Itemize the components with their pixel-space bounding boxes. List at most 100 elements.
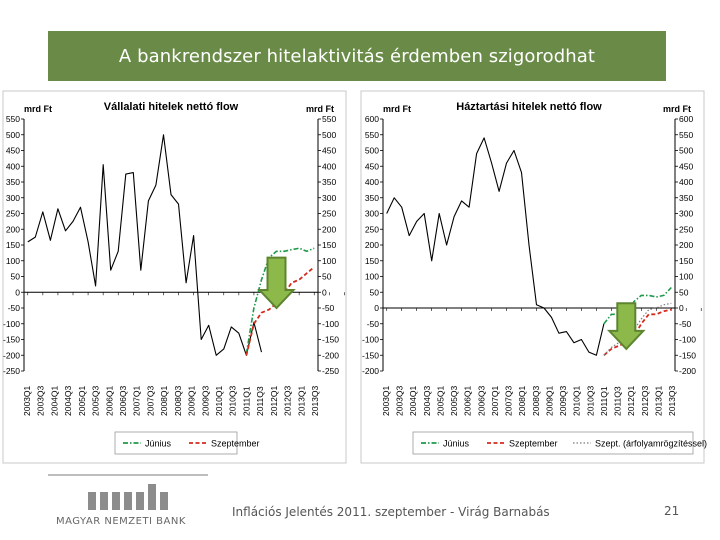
y-tick-label-right: 500 xyxy=(322,130,336,140)
x-tick-label: 2010Q1 xyxy=(572,385,582,416)
logo-divider xyxy=(48,474,208,476)
y-tick-label-left: -50 xyxy=(367,319,380,329)
x-tick-label: 2003Q3 xyxy=(395,385,405,416)
y-tick-label-right: -200 xyxy=(322,350,339,360)
mnb-logo-icon xyxy=(88,484,168,510)
y-tick-label-right: -100 xyxy=(679,335,696,345)
x-tick-label: 2006Q1 xyxy=(463,385,473,416)
y-tick-label-left: 500 xyxy=(365,146,379,156)
chart-panel xyxy=(2,90,347,464)
y-tick-label-left: 0 xyxy=(15,287,20,297)
legend-label: Június xyxy=(145,439,172,449)
x-tick-label: 2011Q1 xyxy=(241,386,251,416)
x-tick-label: 2008Q3 xyxy=(173,385,183,416)
footer-text: Inflációs Jelentés 2011. szeptember - Vi… xyxy=(232,505,550,519)
y-tick-label-right: 450 xyxy=(322,146,336,156)
y-tick-label-right: 100 xyxy=(322,256,336,266)
y-tick-label-left: 50 xyxy=(11,272,21,282)
y-tick-label-right: -150 xyxy=(679,350,696,360)
x-tick-label: 2012Q1 xyxy=(269,385,279,416)
y-tick-label-right: 550 xyxy=(322,114,336,124)
legend-label: Szeptember xyxy=(509,439,558,449)
series-line-history xyxy=(27,134,263,356)
y-tick-label-left: 0 xyxy=(374,303,379,313)
y-axis-left-label: mrd Ft xyxy=(24,104,52,114)
y-tick-label-left: 450 xyxy=(365,161,379,171)
y-tick-label-right: 150 xyxy=(679,256,693,266)
x-tick-label: 2013Q3 xyxy=(667,385,677,416)
x-tick-label: 2006Q1 xyxy=(104,385,114,416)
y-tick-label-left: 350 xyxy=(365,193,379,203)
x-tick-label: 2011Q1 xyxy=(599,386,609,416)
x-tick-label: 2010Q1 xyxy=(214,385,224,416)
x-tick-label: 2007Q3 xyxy=(145,385,155,416)
y-tick-label-right: -50 xyxy=(679,319,692,329)
household-loans-chart: Háztartási hitelek nettó flow mrd Ft mrd F… xyxy=(360,90,707,464)
x-tick-label: 2012Q1 xyxy=(626,385,636,416)
y-tick-label-right: 250 xyxy=(322,209,336,219)
y-tick-label-left: -150 xyxy=(362,350,379,360)
mnb-logo: MAGYAR NEMZETI BANK xyxy=(48,474,208,536)
chart-title: Háztartási hitelek nettó flow xyxy=(456,101,602,113)
x-tick-label: 2010Q3 xyxy=(228,385,238,416)
y-tick-label-right: 50 xyxy=(322,272,332,282)
y-tick-label-right: 400 xyxy=(322,161,336,171)
x-tick-label: 2011Q3 xyxy=(613,386,623,416)
x-tick-label: 2012Q3 xyxy=(640,385,650,416)
y-tick-label-right: 0 xyxy=(322,287,327,297)
y-tick-label-right: -250 xyxy=(322,366,339,376)
y-tick-label-right: 500 xyxy=(679,146,693,156)
y-tick-label-right: 550 xyxy=(679,130,693,140)
y-tick-label-left: 100 xyxy=(6,256,20,266)
y-axis-left-label: mrd Ft xyxy=(383,104,411,114)
x-tick-label: 2004Q3 xyxy=(422,385,432,416)
y-tick-label-right: 100 xyxy=(679,272,693,282)
series-line-június xyxy=(603,286,672,325)
x-tick-label: 2008Q1 xyxy=(517,385,527,416)
y-tick-label-left: 200 xyxy=(6,224,20,234)
y-tick-label-right: 300 xyxy=(679,209,693,219)
legend-box xyxy=(114,431,238,455)
x-tick-label: 2005Q3 xyxy=(449,385,459,416)
y-tick-label-right: 200 xyxy=(679,240,693,250)
x-tick-label: 2013Q1 xyxy=(653,385,663,416)
y-tick-label-right: 600 xyxy=(679,114,693,124)
x-tick-label: 2004Q3 xyxy=(63,385,73,416)
x-tick-label: 2005Q1 xyxy=(435,385,445,416)
y-tick-label-left: -100 xyxy=(3,319,20,329)
x-tick-label: 2011Q3 xyxy=(255,386,265,416)
x-tick-label: 2006Q3 xyxy=(476,385,486,416)
y-tick-label-right: 350 xyxy=(679,193,693,203)
y-tick-label-right: 400 xyxy=(679,177,693,187)
y-tick-label-left: 400 xyxy=(6,161,20,171)
x-tick-label: 2005Q3 xyxy=(91,385,101,416)
legend-label: Június xyxy=(443,439,470,449)
y-tick-label-left: 500 xyxy=(6,130,20,140)
y-tick-label-right: -200 xyxy=(679,366,696,376)
y-tick-label-left: -100 xyxy=(362,335,379,345)
x-tick-label: 2005Q1 xyxy=(77,385,87,416)
legend-label: Szeptember xyxy=(211,439,260,449)
x-tick-label: 2008Q1 xyxy=(159,385,169,416)
y-tick-label-right: 450 xyxy=(679,161,693,171)
x-tick-label: 2009Q1 xyxy=(544,385,554,416)
y-tick-label-right: 200 xyxy=(322,224,336,234)
down-arrow-icon xyxy=(606,302,646,351)
corporate-loans-chart: Vállalati hitelek nettó flow mrd Ft mrd Ft… xyxy=(2,90,347,464)
x-tick-label: 2006Q3 xyxy=(118,385,128,416)
y-tick-label-left: 150 xyxy=(365,256,379,266)
y-tick-label-left: 300 xyxy=(6,193,20,203)
y-axis-right-label: mrd Ft xyxy=(663,104,691,114)
y-axis-right-label: mrd Ft xyxy=(306,104,334,114)
x-tick-label: 2009Q1 xyxy=(187,385,197,416)
y-tick-label-right: 150 xyxy=(322,240,336,250)
x-tick-label: 2009Q3 xyxy=(200,385,210,416)
x-tick-label: 2007Q3 xyxy=(504,385,514,416)
title-bar: A bankrendszer hitelaktivitás érdemben s… xyxy=(48,31,666,81)
x-tick-label: 2007Q1 xyxy=(490,385,500,416)
series-line-szeptember xyxy=(603,308,672,356)
y-tick-label-left: 150 xyxy=(6,240,20,250)
y-tick-label-left: -250 xyxy=(3,366,20,376)
y-tick-label-left: 450 xyxy=(6,146,20,156)
page-title: A bankrendszer hitelaktivitás érdemben s… xyxy=(118,45,596,67)
